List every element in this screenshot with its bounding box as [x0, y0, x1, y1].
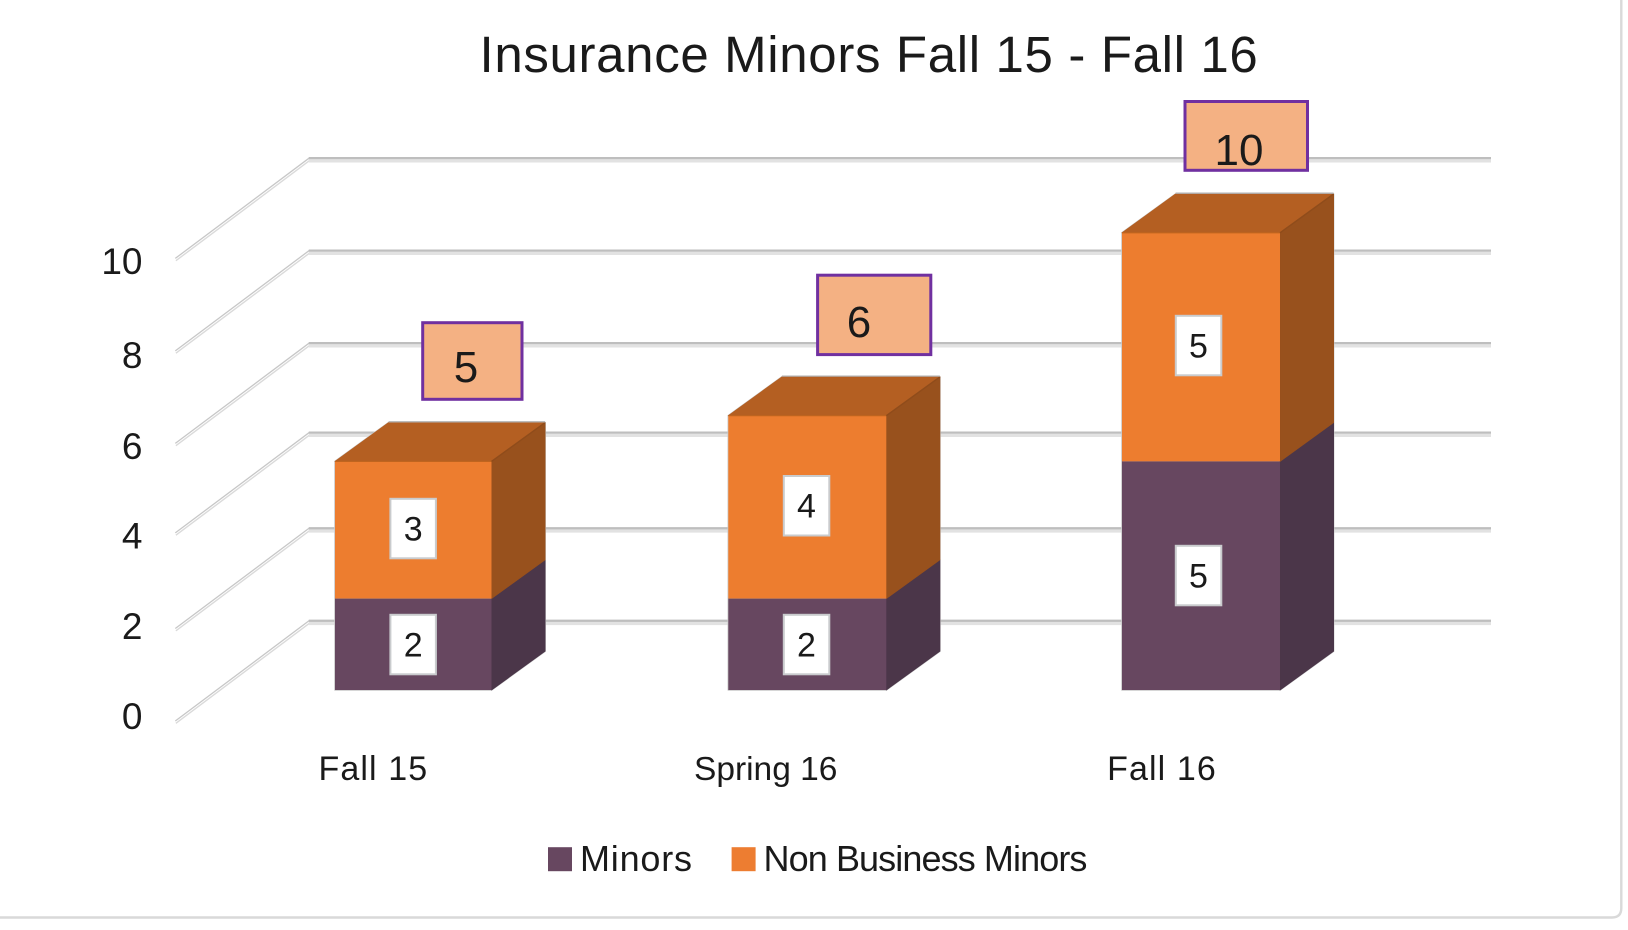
- svg-text:Minors: Minors: [580, 838, 693, 879]
- svg-text:8: 8: [122, 335, 143, 376]
- svg-text:Fall 16: Fall 16: [1107, 750, 1217, 788]
- svg-text:0: 0: [122, 696, 143, 737]
- svg-text:5: 5: [1189, 328, 1208, 366]
- svg-text:2: 2: [797, 627, 816, 665]
- svg-text:2: 2: [122, 606, 143, 647]
- svg-text:5: 5: [1189, 558, 1208, 596]
- svg-text:5: 5: [454, 343, 478, 392]
- svg-text:3: 3: [404, 511, 423, 549]
- svg-text:2: 2: [404, 627, 423, 665]
- svg-text:10: 10: [1215, 126, 1264, 175]
- svg-text:Fall 15: Fall 15: [319, 750, 429, 788]
- svg-text:4: 4: [797, 488, 816, 526]
- svg-text:6: 6: [122, 426, 143, 467]
- svg-text:6: 6: [847, 298, 871, 347]
- svg-text:Insurance Minors Fall 15 - Fal: Insurance Minors Fall 15 - Fall 16: [480, 26, 1259, 83]
- svg-text:Spring 16: Spring 16: [694, 751, 837, 788]
- svg-text:10: 10: [101, 241, 142, 282]
- svg-text:Non Business Minors: Non Business Minors: [764, 838, 1087, 879]
- svg-text:4: 4: [122, 516, 143, 557]
